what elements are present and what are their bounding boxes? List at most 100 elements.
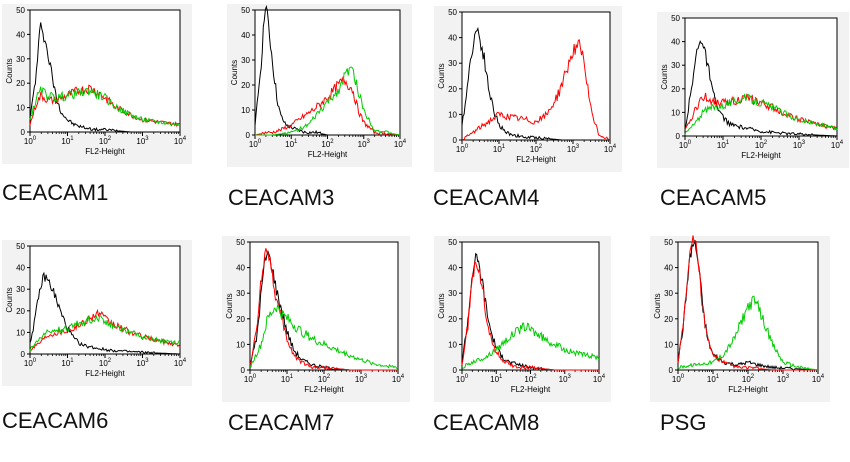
panel-caption: CEACAM6	[2, 408, 109, 433]
panel-caption: CEACAM1	[2, 180, 109, 205]
x-tick-label: 102	[524, 374, 537, 384]
plot-frame	[254, 9, 401, 136]
histogram-series-line	[29, 271, 180, 355]
x-tick-label: 102	[742, 374, 755, 384]
y-tick-label: 30	[16, 55, 25, 64]
x-tick-label: 104	[812, 374, 825, 384]
x-tick-label: 104	[174, 358, 187, 368]
x-tick-label: 104	[831, 140, 844, 150]
y-tick-label: 50	[671, 14, 680, 23]
y-tick-label: 10	[664, 340, 673, 349]
panel-caption: CEACAM5	[660, 185, 767, 210]
histogram-series-line	[254, 4, 400, 136]
panel-caption: CEACAM3	[228, 185, 335, 210]
y-tick-label: 30	[671, 61, 680, 70]
y-tick-label: 40	[236, 264, 245, 273]
x-axis-label: FL2-Height	[85, 147, 125, 156]
y-tick-label: 30	[664, 289, 673, 298]
y-tick-label: 40	[448, 34, 457, 43]
y-tick-label: 0	[21, 128, 26, 137]
histogram-series-line	[255, 66, 401, 136]
x-tick-label: 104	[174, 136, 187, 146]
x-axis-label: FL2-Height	[728, 385, 768, 394]
x-tick-label: 100	[456, 144, 469, 154]
histogram-series-line	[677, 235, 818, 371]
y-tick-label: 40	[448, 264, 457, 273]
y-axis-label: Counts	[660, 64, 669, 89]
x-tick-label: 100	[24, 358, 37, 368]
plot-frame	[249, 241, 399, 371]
y-axis-label: Counts	[225, 293, 234, 318]
y-tick-label: 20	[16, 307, 25, 316]
histogram-series-line	[677, 295, 819, 371]
y-tick-label: 30	[16, 285, 25, 294]
y-axis-label: Counts	[230, 60, 239, 85]
y-tick-label: 50	[236, 238, 245, 247]
y-axis-label: Counts	[5, 287, 14, 312]
y-tick-label: 0	[246, 131, 251, 140]
y-tick-label: 0	[453, 136, 458, 145]
histogram-series-line	[29, 308, 181, 352]
y-axis-label: Counts	[437, 293, 446, 318]
panel-caption: CEACAM4	[433, 185, 540, 210]
histogram-series-line	[249, 304, 399, 370]
y-axis-label: Counts	[653, 293, 662, 318]
y-tick-label: 0	[676, 132, 681, 141]
x-tick-label: 104	[604, 144, 617, 154]
x-tick-label: 102	[99, 358, 112, 368]
histogram-series-line	[461, 261, 599, 371]
x-tick-label: 103	[559, 374, 572, 384]
histogram-series-line	[684, 93, 838, 135]
y-tick-label: 0	[241, 366, 246, 375]
y-tick-label: 20	[664, 315, 673, 324]
x-tick-label: 101	[285, 139, 298, 149]
x-tick-label: 104	[394, 139, 407, 149]
x-tick-label: 102	[318, 374, 331, 384]
x-tick-label: 103	[567, 144, 580, 154]
x-tick-label: 100	[456, 374, 469, 384]
histogram-series-line	[249, 248, 398, 371]
y-tick-label: 10	[448, 110, 457, 119]
x-tick-label: 102	[321, 139, 334, 149]
x-tick-label: 101	[61, 358, 74, 368]
x-tick-label: 103	[136, 136, 149, 146]
x-tick-label: 100	[679, 140, 692, 150]
x-axis-label: FL2-Height	[85, 369, 125, 378]
x-tick-label: 100	[249, 139, 262, 149]
y-tick-label: 10	[448, 340, 457, 349]
x-tick-label: 101	[490, 374, 503, 384]
y-tick-label: 20	[448, 85, 457, 94]
y-tick-label: 20	[448, 315, 457, 324]
y-tick-label: 50	[448, 238, 457, 247]
y-tick-label: 30	[448, 289, 457, 298]
y-tick-label: 30	[448, 59, 457, 68]
y-tick-label: 20	[236, 315, 245, 324]
x-tick-label: 102	[99, 136, 112, 146]
x-tick-label: 100	[244, 374, 257, 384]
x-axis-label: FL2-Height	[304, 385, 344, 394]
plot-frame	[29, 245, 181, 355]
histogram-series-line	[677, 239, 819, 371]
y-tick-label: 50	[664, 238, 673, 247]
x-tick-label: 102	[755, 140, 768, 150]
x-tick-label: 101	[281, 374, 294, 384]
histogram-series-line	[461, 26, 610, 141]
y-axis-label: Counts	[5, 58, 14, 83]
y-tick-label: 0	[21, 350, 26, 359]
x-tick-label: 101	[493, 144, 506, 154]
y-tick-label: 40	[16, 264, 25, 273]
y-tick-label: 0	[669, 366, 674, 375]
x-tick-label: 101	[707, 374, 720, 384]
y-tick-label: 10	[16, 328, 25, 337]
y-tick-label: 40	[16, 30, 25, 39]
x-tick-label: 104	[593, 374, 606, 384]
x-tick-label: 101	[717, 140, 730, 150]
y-tick-label: 10	[16, 104, 25, 113]
x-axis-label: FL2-Height	[516, 155, 556, 164]
histogram-series-line	[461, 322, 600, 369]
y-tick-label: 50	[16, 6, 25, 15]
y-tick-label: 20	[16, 79, 25, 88]
y-tick-label: 50	[448, 8, 457, 17]
